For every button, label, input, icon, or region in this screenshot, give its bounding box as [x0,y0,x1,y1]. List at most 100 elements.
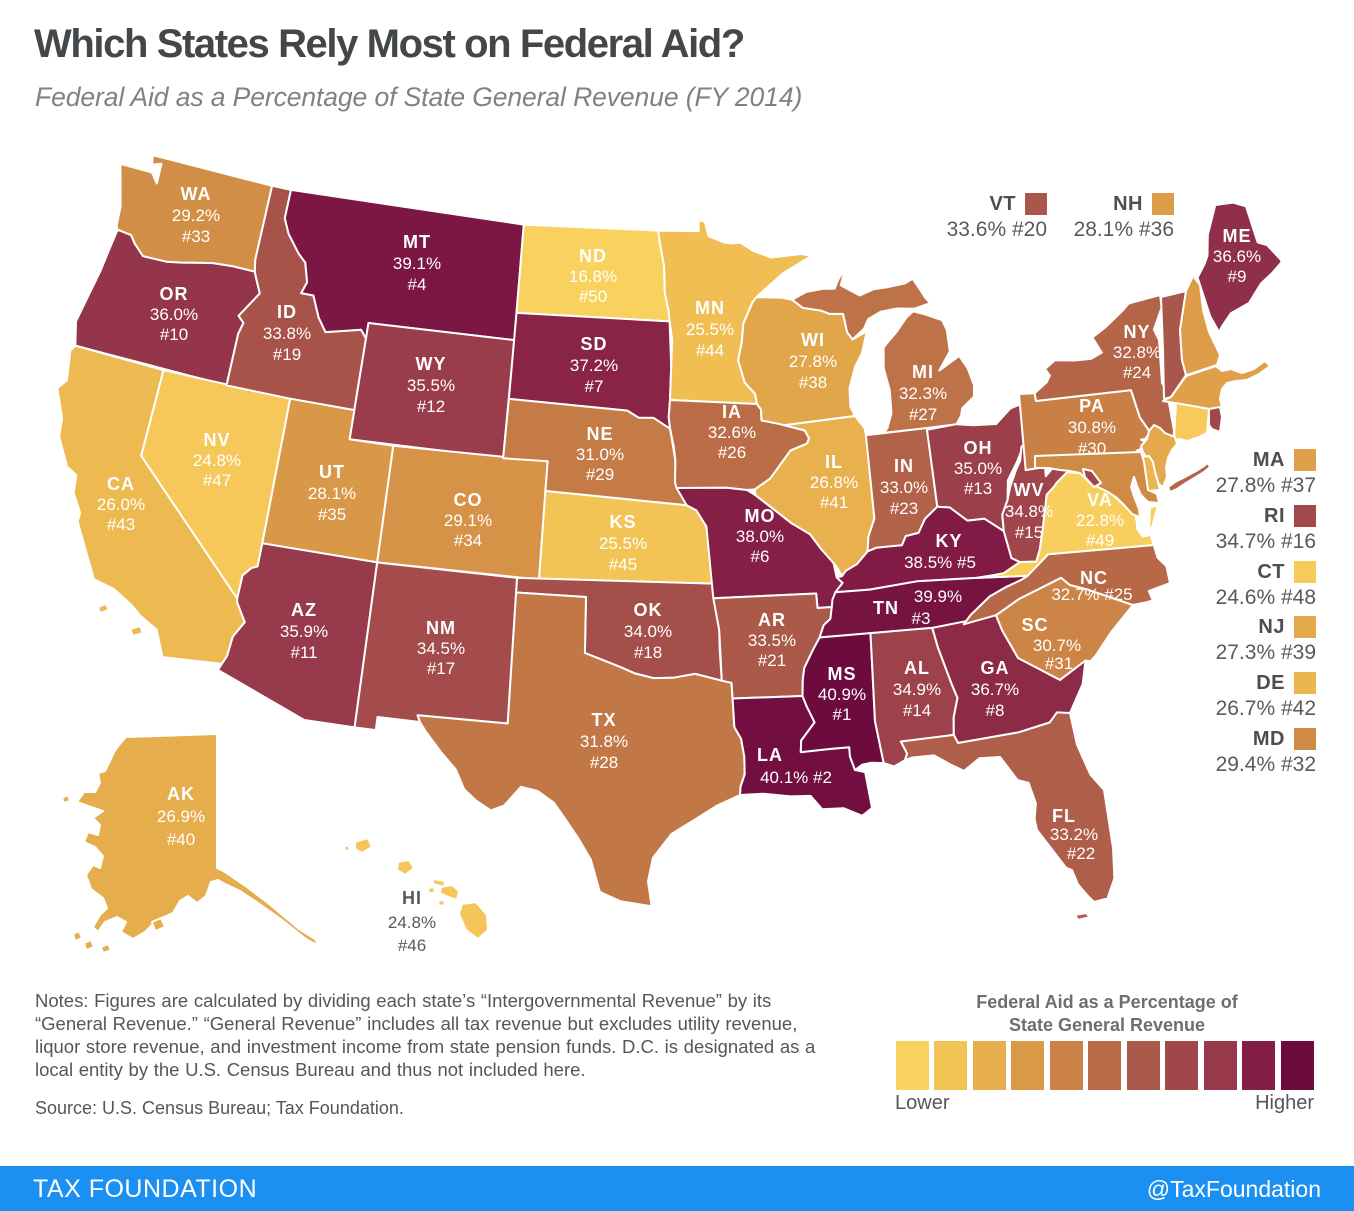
svg-text:KS: KS [609,512,636,532]
svg-text:IA: IA [722,402,742,422]
svg-text:NM: NM [426,618,456,638]
svg-text:35.5%: 35.5% [407,376,455,395]
svg-text:38.5% #5: 38.5% #5 [904,553,976,572]
svg-text:#1: #1 [833,705,852,724]
svg-text:16.8%: 16.8% [569,267,617,286]
svg-text:34.9%: 34.9% [893,680,941,699]
svg-text:40.1% #2: 40.1% #2 [760,768,832,787]
svg-text:#47: #47 [203,471,231,490]
svg-text:KY: KY [935,531,962,551]
svg-text:34.5%: 34.5% [417,639,465,658]
svg-text:#4: #4 [408,275,427,294]
svg-text:24.8%: 24.8% [388,913,436,932]
svg-text:ME: ME [1223,226,1252,246]
svg-text:OH: OH [964,438,993,458]
svg-text:29.1%: 29.1% [444,511,492,530]
svg-text:#46: #46 [398,936,426,955]
svg-text:IL: IL [825,452,843,472]
svg-text:#28: #28 [590,753,618,772]
svg-text:28.1%: 28.1% [308,484,356,503]
svg-text:26.0%: 26.0% [97,495,145,514]
svg-text:33.8%: 33.8% [263,324,311,343]
svg-text:32.6%: 32.6% [708,423,756,442]
svg-text:#30: #30 [1078,439,1106,458]
svg-text:35.0%: 35.0% [954,459,1002,478]
svg-text:36.0%: 36.0% [150,305,198,324]
svg-text:39.9%: 39.9% [914,587,962,606]
svg-text:TN: TN [873,598,899,618]
svg-text:34.8%: 34.8% [1005,502,1053,521]
svg-text:AK: AK [167,784,195,804]
svg-text:#29: #29 [586,465,614,484]
svg-text:#14: #14 [903,701,931,720]
svg-text:#7: #7 [585,377,604,396]
svg-text:34.0%: 34.0% [624,622,672,641]
svg-text:GA: GA [981,658,1010,678]
svg-text:#11: #11 [290,643,317,662]
svg-text:32.7% #25: 32.7% #25 [1051,585,1132,604]
svg-text:35.9%: 35.9% [280,622,328,641]
svg-text:30.7%: 30.7% [1033,636,1081,655]
svg-text:#34: #34 [454,531,482,550]
svg-text:#35: #35 [318,505,346,524]
svg-text:MS: MS [828,664,857,684]
svg-text:#31: #31 [1045,654,1073,673]
svg-text:NE: NE [586,424,613,444]
svg-text:ND: ND [579,246,607,266]
svg-text:39.1%: 39.1% [393,254,441,273]
svg-text:WA: WA [181,184,212,204]
svg-text:24.8%: 24.8% [193,451,241,470]
svg-text:33.0%: 33.0% [880,478,928,497]
svg-text:WI: WI [801,330,825,350]
svg-text:#8: #8 [986,701,1005,720]
svg-text:#41: #41 [820,493,848,512]
svg-text:#38: #38 [799,373,827,392]
svg-text:MT: MT [403,232,431,252]
svg-text:25.5%: 25.5% [686,320,734,339]
svg-text:#43: #43 [107,515,135,534]
svg-text:27.8%: 27.8% [789,352,837,371]
svg-text:22.8%: 22.8% [1076,511,1124,530]
svg-text:CA: CA [107,474,135,494]
svg-text:#12: #12 [417,397,445,416]
svg-text:FL: FL [1052,806,1076,826]
svg-text:26.9%: 26.9% [157,807,205,826]
svg-text:#9: #9 [1228,267,1247,286]
svg-text:#27: #27 [909,405,937,424]
svg-text:SD: SD [580,334,607,354]
svg-text:#21: #21 [758,651,786,670]
svg-text:30.8%: 30.8% [1068,418,1116,437]
svg-text:#6: #6 [751,547,770,566]
svg-text:#26: #26 [718,443,746,462]
svg-text:WY: WY [416,354,447,374]
svg-text:33.2%: 33.2% [1050,825,1098,844]
svg-text:AZ: AZ [291,600,317,620]
svg-text:#13: #13 [964,479,992,498]
svg-text:#22: #22 [1067,844,1095,863]
svg-text:NV: NV [203,430,230,450]
svg-text:TX: TX [591,710,616,730]
svg-text:#15: #15 [1015,523,1043,542]
svg-text:#50: #50 [579,287,607,306]
svg-text:26.8%: 26.8% [810,473,858,492]
svg-text:NY: NY [1123,322,1150,342]
svg-text:29.2%: 29.2% [172,206,220,225]
svg-text:ID: ID [277,302,297,322]
svg-text:#10: #10 [160,325,188,344]
svg-text:36.6%: 36.6% [1213,247,1261,266]
svg-text:IN: IN [894,456,914,476]
svg-text:VA: VA [1087,490,1113,510]
svg-text:32.3%: 32.3% [899,384,947,403]
svg-text:OK: OK [634,600,663,620]
svg-text:#49: #49 [1086,531,1114,550]
svg-text:MN: MN [695,298,725,318]
svg-text:PA: PA [1079,396,1105,416]
svg-text:#18: #18 [634,643,662,662]
svg-text:AL: AL [904,658,930,678]
svg-text:UT: UT [319,462,345,482]
svg-text:#23: #23 [890,499,918,518]
svg-text:WV: WV [1014,480,1045,500]
svg-text:32.8%: 32.8% [1113,343,1161,362]
svg-text:#40: #40 [167,830,195,849]
svg-text:40.9%: 40.9% [818,685,866,704]
